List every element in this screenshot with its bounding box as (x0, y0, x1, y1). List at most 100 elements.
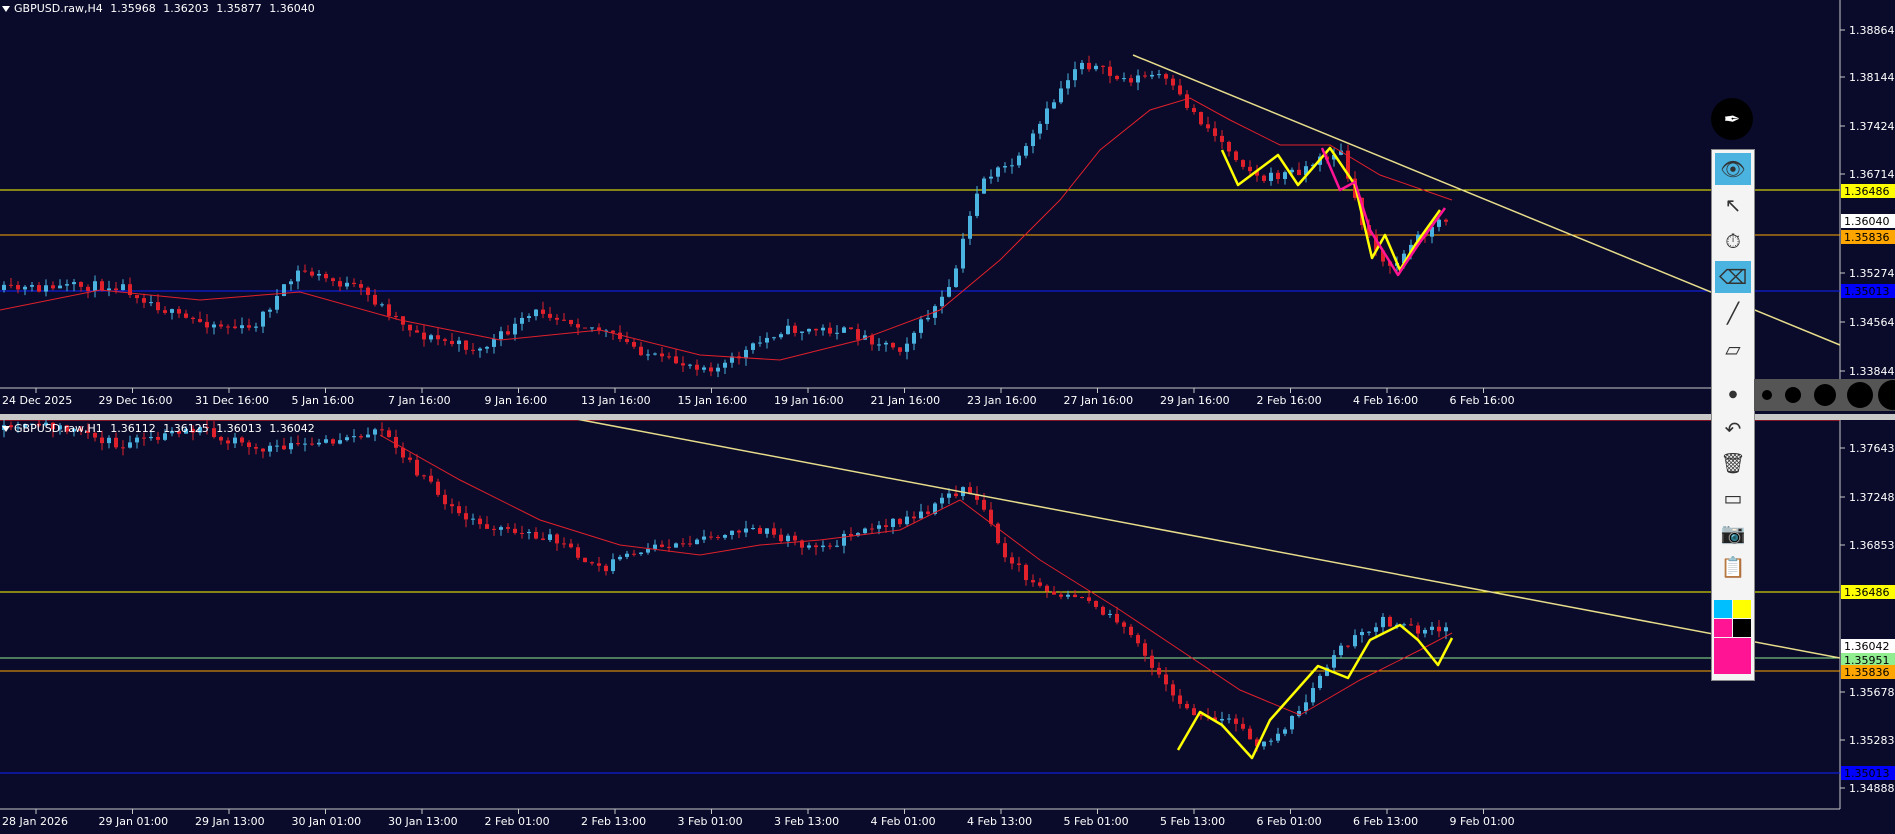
color-swatch-magenta[interactable] (1714, 638, 1751, 674)
candle-body (135, 437, 139, 443)
time-tick-label: 2 Feb 16:00 (1257, 394, 1322, 407)
drawing-toolbar: 👁 ↖ ⏱ ⌫ ╱ ▱ ● ↶ 🗑 ▭ 📷 📋 (1711, 149, 1755, 681)
candle-body (30, 423, 34, 425)
time-tick-label: 3 Feb 01:00 (678, 815, 743, 828)
candle-body (226, 326, 230, 328)
candle-body (1164, 74, 1168, 79)
candle-body (44, 285, 48, 292)
candle-body (870, 335, 874, 345)
eraser-icon[interactable]: ▱ (1725, 337, 1741, 361)
cursor-icon[interactable]: ↖ (1724, 193, 1742, 217)
candle-body (163, 310, 167, 313)
candlestick-chart-h4[interactable]: 1.38864 1.38144 1.37424 1.36714 1.35274 1.345… (0, 0, 1895, 414)
candle-body (79, 282, 83, 287)
candle-body (653, 353, 657, 355)
candle-body (723, 362, 727, 368)
candle-body (142, 437, 146, 439)
eye-icon[interactable]: 👁 (1715, 153, 1751, 185)
candle-body (1066, 594, 1070, 597)
candle-body (618, 332, 622, 340)
color-swatch-black[interactable] (1733, 619, 1751, 637)
price-tick-label: 1.36714 (1849, 168, 1895, 181)
dot-icon[interactable]: ● (1728, 388, 1738, 400)
candle-body (800, 540, 804, 548)
candle-body (1031, 133, 1035, 147)
candle-body (1122, 78, 1126, 80)
brush-size-5[interactable] (1878, 380, 1895, 410)
candle-body (779, 534, 783, 542)
candle-body (835, 545, 839, 547)
candle-body (968, 487, 972, 495)
candle-body (408, 457, 412, 460)
candle-body (1311, 688, 1315, 703)
candle-body (975, 494, 979, 500)
color-swatch-yellow[interactable] (1733, 600, 1751, 618)
brush-size-4[interactable] (1847, 382, 1873, 408)
candle-body (1045, 108, 1049, 124)
candle-body (191, 428, 195, 433)
dropdown-icon[interactable] (2, 426, 10, 432)
price-tick-label: 1.38144 (1849, 71, 1895, 84)
pane-separator[interactable] (0, 414, 1895, 420)
brush-size-1[interactable] (1762, 390, 1772, 400)
candle-body (44, 422, 48, 426)
price-tick-label: 1.35274 (1849, 267, 1895, 280)
brush-size-2[interactable] (1785, 387, 1801, 403)
candle-body (1234, 718, 1238, 724)
open-price: 1.36112 (110, 422, 156, 435)
candle-body (534, 531, 538, 539)
candle-body (268, 309, 272, 312)
candle-body (541, 309, 545, 314)
color-swatch-blue[interactable] (1714, 600, 1732, 618)
candle-body (695, 364, 699, 370)
candle-body (702, 536, 706, 540)
eraser-icon[interactable]: ⌫ (1715, 261, 1751, 293)
candle-body (261, 448, 265, 452)
candle-body (121, 284, 125, 291)
trendline (577, 420, 1841, 659)
candle-body (1143, 643, 1147, 656)
candle-body (1311, 164, 1315, 167)
candle-body (583, 557, 587, 563)
color-swatch-pink[interactable] (1714, 619, 1732, 637)
candlestick-chart-h1[interactable]: 1.37643 1.37248 1.36853 1.35678 1.35283 1.348… (0, 420, 1895, 834)
candle-body (982, 178, 986, 194)
candle-body (569, 319, 573, 325)
candle-body (1437, 626, 1441, 632)
candle-body (1367, 631, 1371, 633)
candle-body (1241, 723, 1245, 729)
chart-pane-h1[interactable]: GBPUSD.raw,H1 1.36112 1.36125 1.36013 1.… (0, 420, 1895, 834)
screen-icon[interactable]: ▭ (1723, 486, 1743, 510)
line-icon[interactable]: ╱ (1726, 301, 1740, 325)
candle-body (135, 295, 139, 299)
undo-icon[interactable]: ↶ (1724, 417, 1742, 441)
candle-body (499, 331, 503, 340)
candle-body (401, 447, 405, 458)
candle-body (310, 443, 314, 445)
brush-size-3[interactable] (1814, 384, 1836, 406)
candle-body (1171, 78, 1175, 86)
clock-icon[interactable]: ⏱ (1725, 229, 1741, 253)
candle-body (940, 296, 944, 307)
candle-body (1185, 703, 1189, 709)
price-level-badge (1841, 214, 1895, 228)
candle-body (1276, 733, 1280, 741)
camera-icon[interactable]: 📷 (1720, 521, 1746, 545)
time-tick-label: 4 Feb 13:00 (967, 815, 1032, 828)
dropdown-icon[interactable] (2, 6, 10, 12)
pen-icon[interactable]: ✒ (1711, 98, 1753, 140)
candle-body (737, 530, 741, 533)
candle-body (1136, 75, 1140, 83)
trash-icon[interactable]: 🗑 (1720, 451, 1746, 475)
chart-pane-h4[interactable]: GBPUSD.raw,H4 1.35968 1.36203 1.35877 1.… (0, 0, 1895, 414)
candle-body (1381, 616, 1385, 628)
candle-body (618, 556, 622, 560)
price-level-badge (1841, 653, 1895, 667)
candle-body (765, 528, 769, 534)
candle-body (191, 317, 195, 320)
candle-body (156, 302, 160, 311)
candle-body (688, 543, 692, 545)
candle-body (1157, 667, 1161, 675)
candle-body (247, 442, 251, 448)
clipboard-icon[interactable]: 📋 (1720, 555, 1746, 579)
